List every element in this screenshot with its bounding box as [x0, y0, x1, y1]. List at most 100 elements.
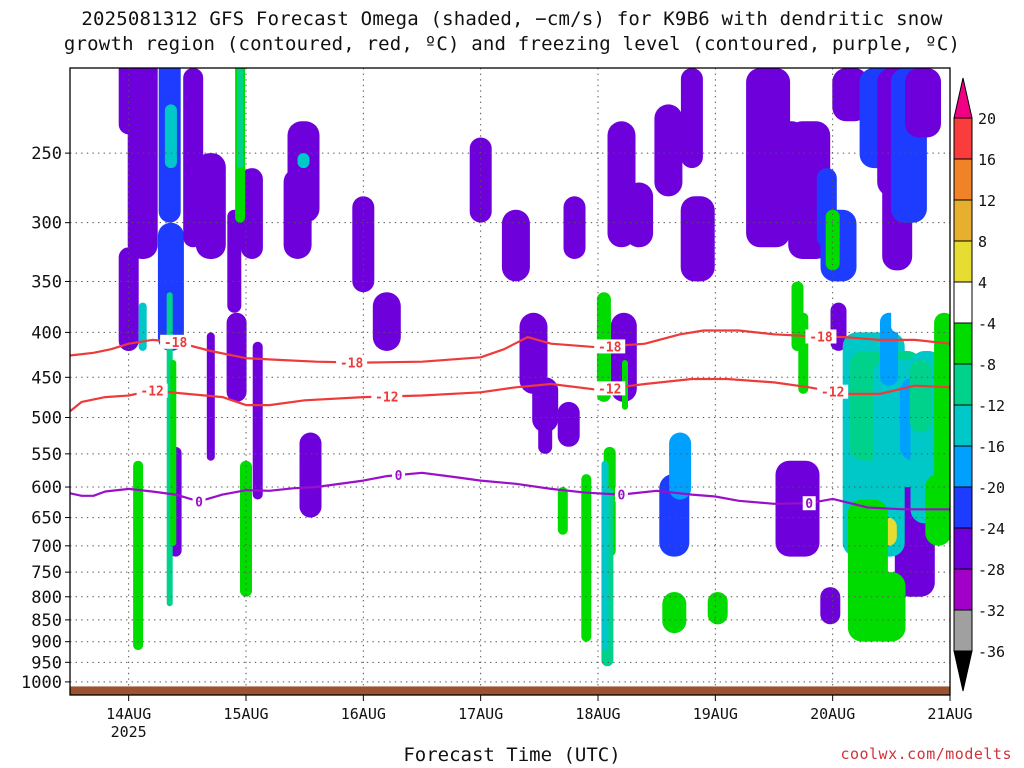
y-tick-label-350: 350: [31, 272, 62, 292]
y-tick-label-500: 500: [31, 408, 62, 428]
contour-label-bg-2-3: [802, 496, 816, 511]
y-tick-label-1000: 1000: [21, 673, 62, 693]
omega-shade-78: [601, 460, 609, 651]
y-tick-label-950: 950: [31, 653, 62, 673]
colorbar-box-9: [953, 240, 973, 283]
contour-label-2-3: 0: [805, 497, 813, 512]
y-tick-label-550: 550: [31, 445, 62, 465]
y-tick-label-750: 750: [31, 563, 62, 583]
omega-shade-26: [557, 401, 580, 447]
x-tick-label-4: 18AUG: [575, 705, 620, 723]
omega-shade-25: [563, 196, 586, 259]
contour-label-1-0: -12: [140, 385, 163, 400]
colorbar-box-5: [953, 404, 973, 447]
x-tick-sublabel-0: 2025: [111, 723, 147, 741]
contour-label-bg-2-2: [614, 487, 628, 502]
omega-shade-9: [227, 209, 242, 313]
colorbar-label-2: -28: [978, 561, 1005, 579]
y-tick-label-250: 250: [31, 144, 62, 164]
x-tick-label-0: 14AUG: [106, 705, 151, 723]
contour-label-0-0: -18: [164, 336, 188, 351]
contour-label-2-1: 0: [395, 469, 403, 484]
colorbar-label-5: -16: [978, 438, 1005, 456]
colorbar-label-4: -20: [978, 479, 1005, 497]
contour-label-0-1: -18: [340, 356, 364, 371]
colorbar-bottom-arrow: [953, 650, 973, 692]
omega-shade-32: [669, 432, 692, 500]
colorbar-box-8: [953, 281, 973, 324]
omega-shade-21: [501, 209, 530, 282]
x-tick-label-7: 21AUG: [927, 705, 972, 723]
contour-line-0: [70, 329, 950, 364]
x-tick-label-6: 20AUG: [810, 705, 855, 723]
omega-shade-84: [891, 281, 904, 333]
colorbar-box-4: [953, 445, 973, 488]
colorbar-box-2: [953, 527, 973, 570]
omega-shade-82: [798, 312, 809, 394]
colorbar-label-3: -24: [978, 520, 1005, 538]
colorbar-box-3: [953, 486, 973, 529]
colorbar-top-arrow: [953, 77, 973, 119]
omega-shade-43: [832, 68, 869, 122]
colorbar-label-6: -12: [978, 397, 1005, 415]
omega-shade-34: [680, 196, 715, 282]
contour-label-bg-0-3: [805, 329, 837, 344]
x-tick-label-2: 16AUG: [341, 705, 386, 723]
y-tick-label-700: 700: [31, 537, 62, 557]
contour-label-bg-1-1: [371, 389, 403, 404]
omega-shade-4: [164, 104, 177, 169]
colorbar-box-10: [953, 199, 973, 242]
source-credit: coolwx.com/modelts: [840, 745, 1012, 763]
omega-shade-79: [138, 302, 147, 351]
contour-label-bg-2-0: [192, 494, 206, 509]
contour-label-1-3: -12: [821, 386, 844, 401]
omega-shade-81: [237, 68, 244, 169]
colorbar-label-1: -32: [978, 602, 1005, 620]
omega-shade-77: [170, 360, 177, 546]
contour-label-2-2: 0: [618, 489, 626, 504]
colorbar-label-8: -4: [978, 315, 996, 333]
omega-shade-33: [680, 68, 703, 169]
colorbar-box-7: [953, 322, 973, 365]
colorbar-label-13: 20: [978, 110, 996, 128]
omega-shade-5: [157, 222, 184, 351]
omega-shade-17: [299, 432, 322, 518]
contour-label-bg-1-2: [594, 381, 626, 396]
omega-shade-13: [252, 341, 263, 500]
colorbar-label-12: 16: [978, 151, 996, 169]
omega-shade-41: [820, 587, 841, 625]
chart-title-line1: 2025081312 GFS Forecast Omega (shaded, −…: [81, 8, 943, 30]
contour-label-bg-0-1: [336, 355, 368, 370]
x-tick-label-5: 19AUG: [693, 705, 738, 723]
y-tick-label-600: 600: [31, 478, 62, 498]
contour-label-bg-1-0: [136, 383, 168, 398]
omega-shade-66: [662, 592, 687, 634]
ground-band: [70, 686, 950, 695]
omega-shade-39: [775, 460, 820, 557]
omega-shade-65: [581, 474, 592, 642]
x-tick-label-1: 15AUG: [223, 705, 268, 723]
omega-shade-24: [532, 377, 559, 433]
colorbar-label-10: 8: [978, 233, 987, 251]
colorbar-box-12: [953, 117, 973, 160]
omega-shade-19: [372, 292, 401, 351]
chart-title-line2: growth region (contoured, red, ºC) and f…: [63, 33, 961, 55]
omega-shade-75: [557, 487, 568, 535]
contour-label-bg-2-1: [392, 467, 406, 482]
omega-shade-1: [118, 247, 139, 351]
x-axis-title: Forecast Time (UTC): [403, 744, 621, 766]
omega-shade-67: [707, 592, 728, 625]
omega-shade-71: [934, 312, 950, 487]
contour-line-2: [70, 471, 950, 511]
contour-label-bg-0-2: [594, 339, 626, 354]
colorbar-label-9: 4: [978, 274, 987, 292]
omega-shade-16: [283, 168, 312, 259]
omega-shade-8: [195, 153, 226, 259]
colorbar-label-0: -36: [978, 643, 1005, 661]
y-tick-label-850: 850: [31, 611, 62, 631]
omega-shade-72: [825, 209, 840, 271]
omega-shade-61: [240, 460, 252, 597]
y-tick-label-650: 650: [31, 509, 62, 529]
colorbar-box-11: [953, 158, 973, 201]
